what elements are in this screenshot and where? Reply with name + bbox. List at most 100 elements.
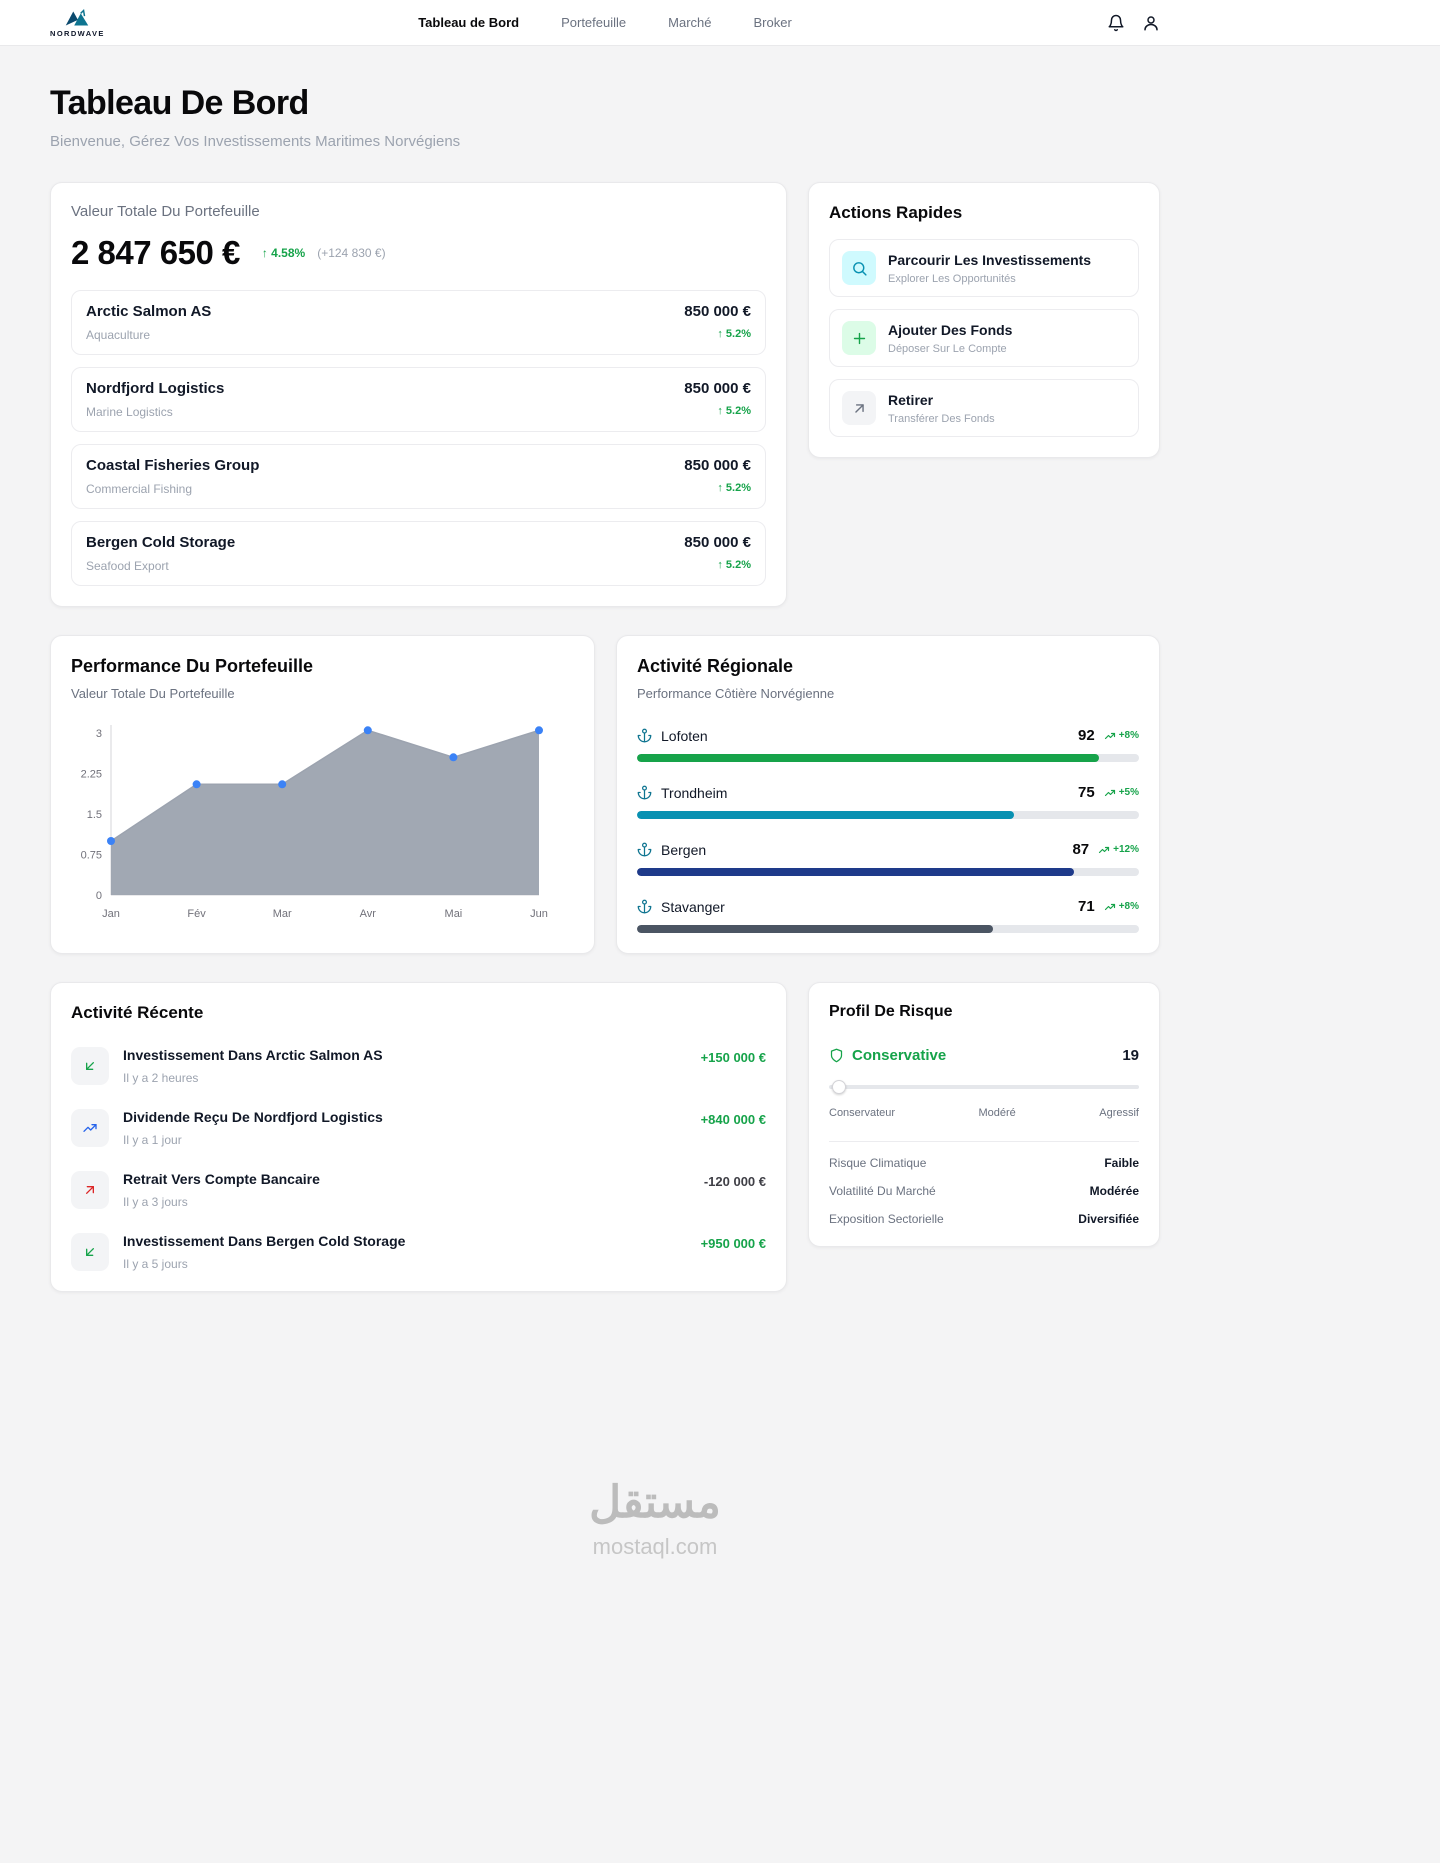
arrow-down-left-icon xyxy=(71,1047,109,1085)
holding-row-bergen-cold-storage[interactable]: Bergen Cold Storage Seafood Export 850 0… xyxy=(71,521,766,586)
portfolio-change-percent: ↑ 4.58% xyxy=(261,246,306,260)
activity-title: Dividende Reçu De Nordfjord Logistics xyxy=(123,1109,383,1125)
nav-broker[interactable]: Broker xyxy=(753,15,792,30)
activity-time: Il y a 5 jours xyxy=(123,1257,188,1271)
risk-slider-labels: Conservateur Modéré Agressif xyxy=(829,1107,1139,1119)
holding-sector: Aquaculture xyxy=(86,328,151,342)
nav-portefeuille[interactable]: Portefeuille xyxy=(561,15,627,30)
region-progress-bar xyxy=(637,754,1139,762)
search-icon xyxy=(842,251,876,285)
trending-up-icon xyxy=(71,1109,109,1147)
activity-item-investment-arctic-salmon: Investissement Dans Arctic Salmon AS Il … xyxy=(71,1047,766,1085)
svg-text:Mai: Mai xyxy=(445,908,463,920)
divider xyxy=(829,1141,1139,1142)
holding-row-arctic-salmon[interactable]: Arctic Salmon AS Aquaculture 850 000 € ↑… xyxy=(71,290,766,355)
holding-row-coastal-fisheries[interactable]: Coastal Fisheries Group Commercial Fishi… xyxy=(71,444,766,509)
svg-text:2.25: 2.25 xyxy=(81,769,102,781)
holding-value: 850 000 € xyxy=(684,457,751,474)
action-sublabel: Déposer Sur Le Compte xyxy=(888,342,1007,355)
region-progress-fill xyxy=(637,925,994,933)
region-name: Lofoten xyxy=(661,727,708,744)
main-nav: Tableau de Bord Portefeuille Marché Brok… xyxy=(418,15,792,30)
svg-text:Fév: Fév xyxy=(187,908,206,920)
trending-up-icon xyxy=(1104,903,1115,910)
holding-name: Nordfjord Logistics xyxy=(86,380,225,397)
portfolio-change-absolute: (+124 830 €) xyxy=(317,246,386,260)
page-subtitle: Bienvenue, Gérez Vos Investissements Mar… xyxy=(50,133,461,150)
svg-text:0.75: 0.75 xyxy=(81,850,102,862)
withdraw-button[interactable]: Retirer Transférer Des Fonds xyxy=(829,379,1139,437)
region-progress-fill xyxy=(637,868,1074,876)
action-label: Retirer xyxy=(888,391,934,408)
region-row-stavanger: Stavanger 71 +8% xyxy=(637,898,1139,933)
region-name: Bergen xyxy=(661,841,707,858)
notifications-bell-icon[interactable] xyxy=(1107,14,1125,32)
recent-activity-title: Activité Récente xyxy=(71,1003,204,1022)
top-navigation-bar: NORDWAVE Tableau de Bord Portefeuille Ma… xyxy=(0,0,1440,46)
slider-track xyxy=(829,1085,1139,1089)
risk-profile-card: Profil De Risque Conservative 19 Conserv… xyxy=(808,982,1160,1247)
regional-activity-card: Activité Régionale Performance Côtière N… xyxy=(616,635,1160,954)
browse-investments-button[interactable]: Parcourir Les Investissements Explorer L… xyxy=(829,239,1139,297)
nav-tableau-de-bord[interactable]: Tableau de Bord xyxy=(418,15,520,30)
anchor-icon xyxy=(637,728,652,743)
risk-metric-climate: Risque Climatique Faible xyxy=(829,1156,1139,1170)
mountain-wave-logo-icon xyxy=(66,8,89,26)
dashboard-main: Tableau De Bord Bienvenue, Gérez Vos Inv… xyxy=(50,46,1160,1560)
add-funds-button[interactable]: Ajouter Des Fonds Déposer Sur Le Compte xyxy=(829,309,1139,367)
trending-up-icon xyxy=(1099,846,1110,853)
slider-label-conservateur: Conservateur xyxy=(829,1107,896,1119)
activity-item-withdrawal-bank: Retrait Vers Compte Bancaire Il y a 3 jo… xyxy=(71,1171,766,1209)
region-row-bergen: Bergen 87 +12% xyxy=(637,841,1139,876)
region-trend: +12% xyxy=(1098,844,1139,856)
action-label: Parcourir Les Investissements xyxy=(888,251,1092,268)
region-row-trondheim: Trondheim 75 +5% xyxy=(637,784,1139,819)
risk-metric-volatility: Volatilité Du Marché Modérée xyxy=(829,1184,1139,1198)
risk-slider[interactable] xyxy=(829,1080,1139,1094)
nav-marche[interactable]: Marché xyxy=(668,15,712,30)
user-profile-icon[interactable] xyxy=(1142,14,1160,32)
region-trend: +5% xyxy=(1104,787,1139,799)
portfolio-value-card: Valeur Totale Du Portefeuille 2 847 650 … xyxy=(50,182,787,607)
holding-row-nordfjord-logistics[interactable]: Nordfjord Logistics Marine Logistics 850… xyxy=(71,367,766,432)
region-progress-fill xyxy=(637,811,1014,819)
holding-sector: Commercial Fishing xyxy=(86,482,193,496)
region-name: Trondheim xyxy=(661,784,728,801)
slider-knob[interactable] xyxy=(832,1080,847,1094)
portfolio-area-chart: 0 0.75 1.5 2.25 3 Jan Fév Mar Avr Mai Jun xyxy=(81,725,548,920)
region-score: 87 xyxy=(1072,841,1090,858)
svg-text:Jun: Jun xyxy=(530,908,548,920)
holding-value: 850 000 € xyxy=(684,380,751,397)
holding-sector: Marine Logistics xyxy=(86,405,173,419)
anchor-icon xyxy=(637,785,652,800)
performance-title: Performance Du Portefeuille xyxy=(71,656,314,676)
holding-change: ↑ 5.2% xyxy=(717,328,751,340)
arrow-down-left-icon xyxy=(71,1233,109,1271)
arrow-up-right-icon xyxy=(71,1171,109,1209)
region-progress-bar xyxy=(637,868,1139,876)
watermark-domain-text: mostaql.com xyxy=(592,1534,718,1559)
trending-up-icon xyxy=(1104,732,1115,739)
holding-name: Arctic Salmon AS xyxy=(86,303,212,320)
region-score: 92 xyxy=(1078,727,1095,744)
action-label: Ajouter Des Fonds xyxy=(888,321,1013,338)
svg-text:Avr: Avr xyxy=(360,908,377,920)
activity-title: Investissement Dans Bergen Cold Storage xyxy=(123,1233,406,1249)
holding-change: ↑ 5.2% xyxy=(717,405,751,417)
performance-subtitle: Valeur Totale Du Portefeuille xyxy=(71,686,235,701)
holding-sector: Seafood Export xyxy=(86,559,169,573)
arrow-up-right-icon xyxy=(842,391,876,425)
svg-text:1.5: 1.5 xyxy=(87,809,102,821)
holding-value: 850 000 € xyxy=(684,303,751,320)
plus-icon xyxy=(842,321,876,355)
activity-item-dividend-nordfjord: Dividende Reçu De Nordfjord Logistics Il… xyxy=(71,1109,766,1147)
holding-name: Coastal Fisheries Group xyxy=(86,457,260,474)
anchor-icon xyxy=(637,842,652,857)
brand-name: NORDWAVE xyxy=(50,28,105,38)
nav-actions xyxy=(1107,14,1160,32)
holding-change: ↑ 5.2% xyxy=(717,482,751,494)
svg-text:0: 0 xyxy=(96,890,102,902)
region-score: 75 xyxy=(1078,784,1095,801)
brand-logo[interactable]: NORDWAVE xyxy=(50,8,105,38)
activity-time: Il y a 2 heures xyxy=(123,1071,199,1085)
